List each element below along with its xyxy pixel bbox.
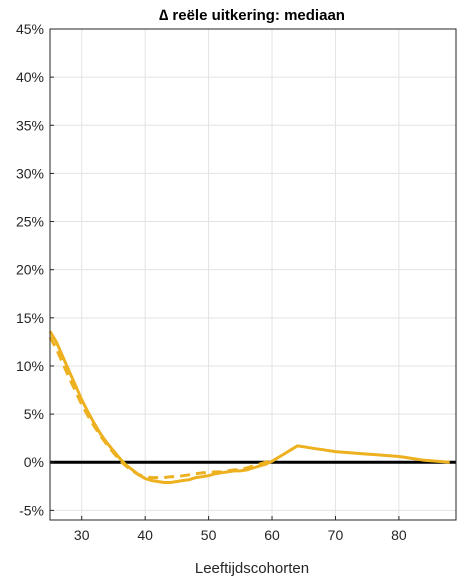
series-layer [48, 330, 450, 484]
plot-frame [49, 28, 457, 521]
y-tick-label: 15% [16, 310, 44, 326]
y-tick-label: 35% [16, 117, 44, 133]
series-line-2 [48, 336, 273, 480]
x-tick-label: 30 [74, 527, 90, 543]
y-tick-label: -5% [19, 502, 44, 518]
x-tick-label: 80 [391, 527, 407, 543]
y-tick-label: 20% [16, 262, 44, 278]
x-tick-label: 50 [201, 527, 217, 543]
x-tick-label: 40 [137, 527, 153, 543]
x-axis-label: Leeftijdscohorten [195, 560, 309, 577]
y-tick-label: 5% [24, 406, 44, 422]
x-tick-label: 70 [328, 527, 344, 543]
y-tick-label: 25% [16, 214, 44, 230]
y-tick-label: 40% [16, 69, 44, 85]
y-tick-label: 0% [24, 454, 44, 470]
y-tick-label: 45% [16, 21, 44, 37]
y-tick-label: 10% [16, 358, 44, 374]
x-tick-labels: 30 40 50 60 70 80 [74, 516, 407, 543]
series-line-1 [48, 330, 450, 484]
chart-title: ∆ reële uitkering: mediaan [159, 7, 345, 24]
x-tick-label: 60 [264, 527, 280, 543]
y-tick-label: 30% [16, 165, 44, 181]
y-tick-labels: -5% 0% 5% 10% 15% 20% 25% 30% 35% 40% 45% [16, 21, 54, 518]
